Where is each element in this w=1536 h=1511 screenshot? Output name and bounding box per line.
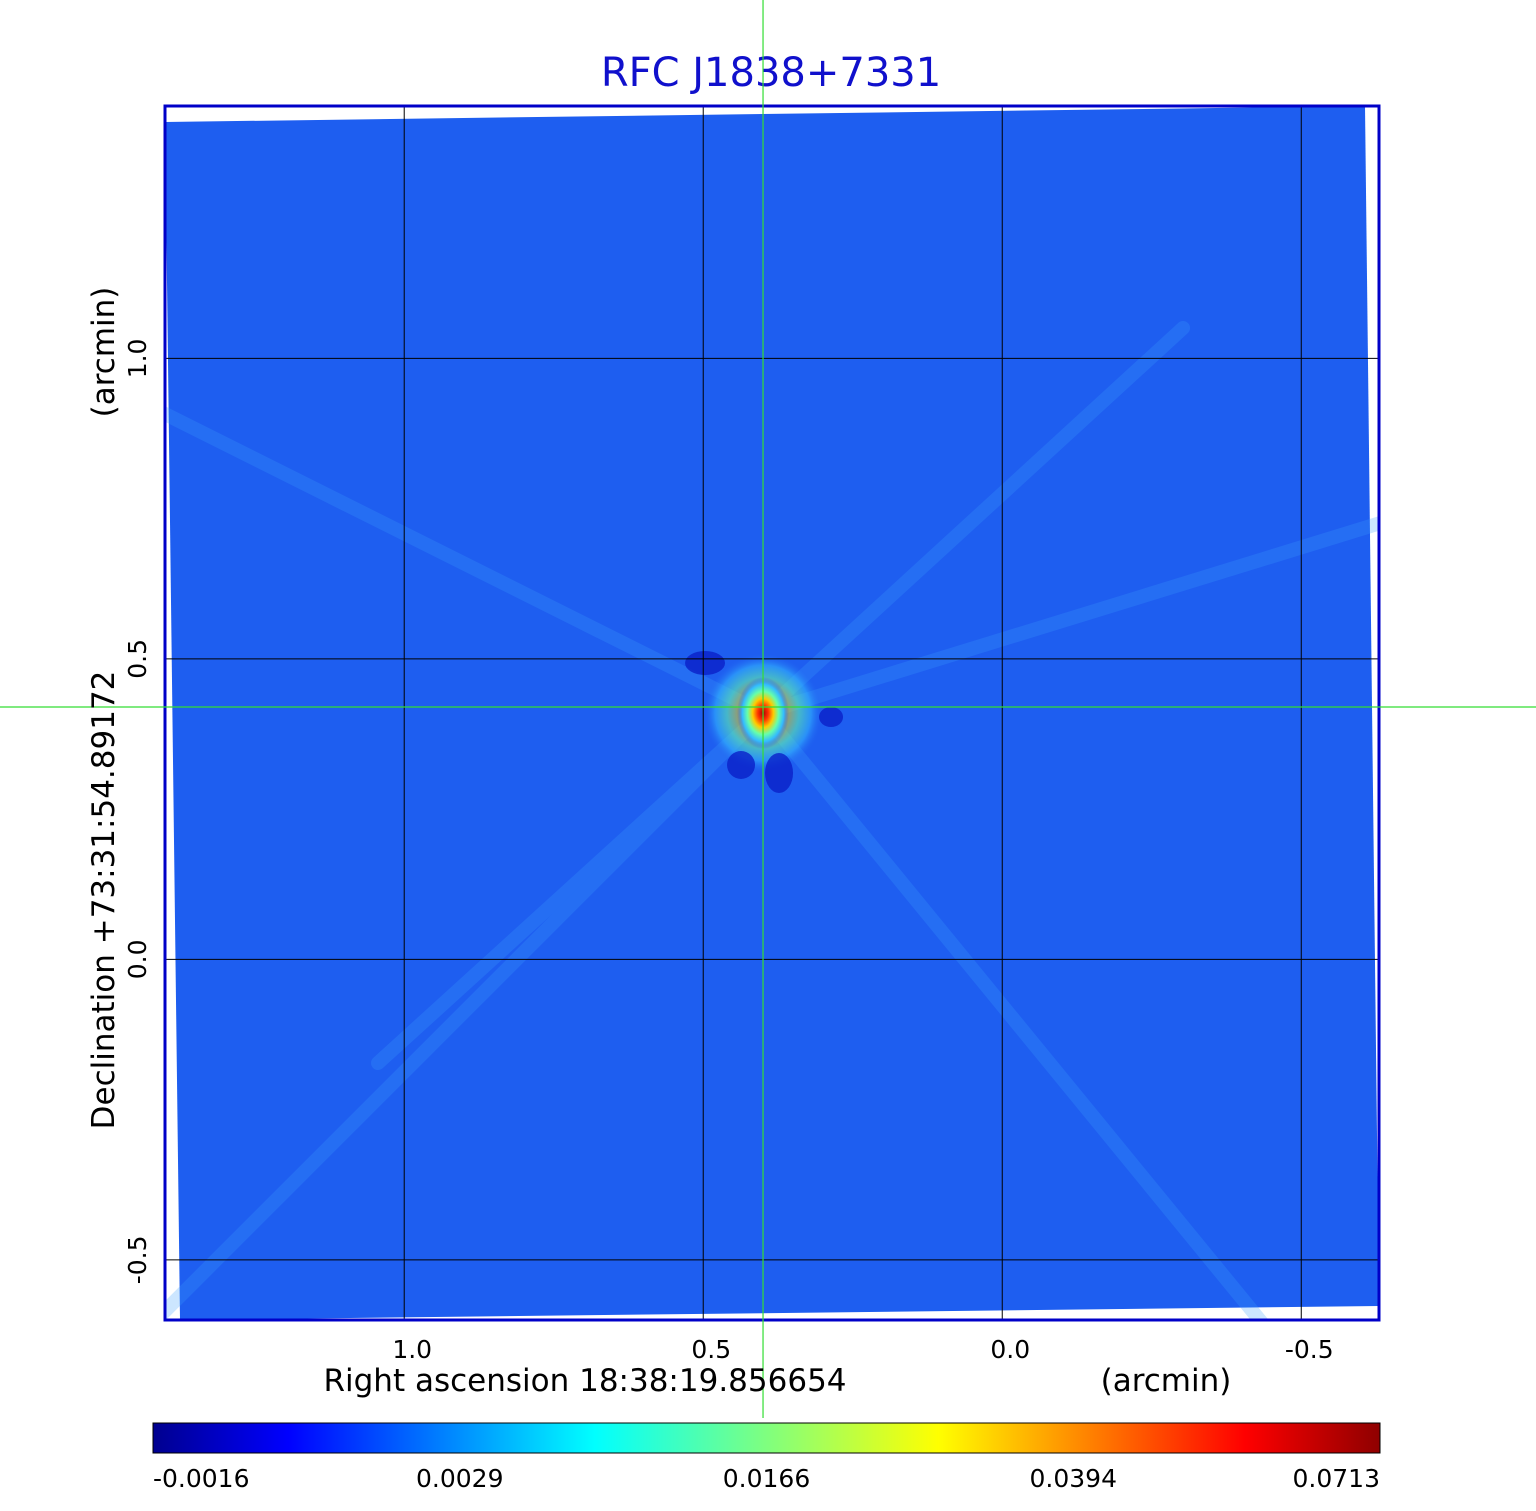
x-tick-label: 0.5 xyxy=(691,1335,731,1364)
y-tick-label: 0.0 xyxy=(123,940,152,980)
sidelobe-streak xyxy=(165,706,771,1320)
y-axis-unit: (arcmin) xyxy=(86,287,122,418)
negative-sidelobe xyxy=(819,707,844,727)
y-tick-label: 0.5 xyxy=(123,639,152,679)
y-tick-label: 1.0 xyxy=(123,339,152,379)
chart-title: RFC J1838+7331 xyxy=(601,50,941,96)
colorbar-tick-label: 0.0166 xyxy=(723,1464,810,1493)
sidelobe-streak xyxy=(371,706,771,1070)
sidelobe-streak xyxy=(756,706,1269,1320)
y-tick-label: -0.5 xyxy=(123,1236,152,1285)
sidelobe-streak xyxy=(756,321,1191,720)
y-tick-labels: 1.0 0.5 0.0 -0.5 xyxy=(123,339,152,1285)
x-axis-label: Right ascension 18:38:19.856654 xyxy=(323,1363,846,1399)
y-axis-label: Declination +73:31:54.89172 xyxy=(86,671,122,1130)
grid-lines-x xyxy=(403,106,1302,1320)
negative-sidelobe xyxy=(765,753,794,793)
colorbar-tick-label: 0.0394 xyxy=(1030,1464,1117,1493)
negative-sidelobe xyxy=(685,651,726,675)
x-tick-label: -0.5 xyxy=(1285,1335,1334,1364)
colorbar-tick-labels: -0.0016 0.0029 0.0166 0.0394 0.0713 xyxy=(153,1464,1380,1493)
plot-area xyxy=(165,106,1379,1320)
x-tick-label: 0.0 xyxy=(990,1335,1030,1364)
sidelobe-streak xyxy=(756,516,1379,720)
x-tick-label: 1.0 xyxy=(392,1335,432,1364)
sidelobe-streak xyxy=(165,406,771,720)
colorbar-tick-label: 0.0029 xyxy=(416,1464,503,1493)
sidelobe-streaks xyxy=(165,321,1379,1320)
colorbar-tick-label: 0.0713 xyxy=(1293,1464,1380,1493)
plot-frame xyxy=(163,104,1381,1322)
x-axis-unit: (arcmin) xyxy=(1101,1363,1232,1399)
colorbar xyxy=(152,1422,1381,1454)
negative-sidelobes xyxy=(685,651,844,793)
negative-sidelobe xyxy=(727,751,756,779)
colorbar-tick-label: -0.0016 xyxy=(153,1464,250,1493)
grid-lines-y xyxy=(165,357,1379,1261)
x-tick-labels: 1.0 0.5 0.0 -0.5 xyxy=(392,1335,1333,1364)
